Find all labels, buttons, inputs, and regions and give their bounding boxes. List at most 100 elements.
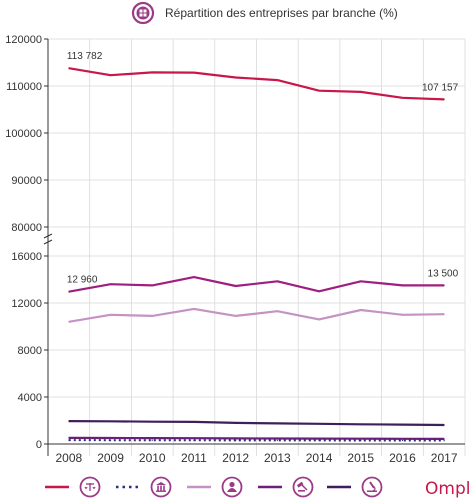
data-point <box>401 284 404 286</box>
data-point <box>151 71 153 73</box>
y-tick-label: 4000 <box>18 392 42 404</box>
brand-name: Ompl <box>425 479 470 498</box>
data-point <box>68 420 70 422</box>
legend-item <box>116 476 172 498</box>
data-point <box>318 423 320 425</box>
y-tick-label: 90000 <box>11 175 42 187</box>
legend-item <box>327 476 383 498</box>
data-point <box>193 72 195 74</box>
y-tick-label: 110000 <box>6 81 42 93</box>
building-icon <box>131 1 155 25</box>
legend-item <box>187 476 243 498</box>
data-point <box>68 321 70 323</box>
data-point <box>360 439 362 442</box>
data-point <box>276 439 278 441</box>
data-point <box>401 97 404 99</box>
y-tick-label: 80000 <box>11 222 42 234</box>
chart-title: Répartition des entreprises par branche … <box>165 6 398 20</box>
data-point <box>360 438 362 440</box>
data-point <box>68 67 70 69</box>
x-tick-label: 2013 <box>264 451 291 465</box>
data-point <box>151 421 153 423</box>
grid-layer <box>47 38 466 456</box>
x-tick-label: 2016 <box>389 451 416 465</box>
data-point <box>401 438 404 440</box>
data-point <box>360 423 362 425</box>
x-tick-label: 2012 <box>222 451 249 465</box>
data-point <box>443 438 445 440</box>
data-point <box>193 421 195 423</box>
data-point <box>151 437 153 439</box>
microscope-icon <box>361 476 383 498</box>
data-point <box>276 437 278 440</box>
y-tick-label: 16000 <box>11 251 42 263</box>
data-point <box>276 79 278 81</box>
series-line-bottom-1 <box>68 307 445 323</box>
series-line-bottom-3 <box>68 436 445 440</box>
data-point <box>443 284 445 286</box>
data-point <box>360 280 362 282</box>
data-point <box>443 313 445 315</box>
data-label-last: 13 500 <box>428 268 459 279</box>
doctor-icon <box>221 476 243 498</box>
chart-header: Répartition des entreprises par branche … <box>0 0 476 28</box>
x-tick-label: 2017 <box>431 451 458 465</box>
data-point <box>68 439 70 441</box>
y-tick-label: 8000 <box>18 345 42 357</box>
data-point <box>235 437 237 439</box>
series-line-top-0 <box>68 67 445 101</box>
title-icon-wrap <box>131 1 155 25</box>
data-point <box>109 283 112 285</box>
data-point <box>401 314 404 316</box>
x-tick-label: 2014 <box>306 451 333 465</box>
label-layer: 113 782 107 157 12 960 13 500 <box>67 51 459 285</box>
data-point <box>235 285 237 287</box>
data-point <box>193 439 195 441</box>
data-point <box>401 424 404 426</box>
data-point <box>109 437 112 439</box>
data-point <box>318 90 320 92</box>
data-point <box>276 280 278 282</box>
data-point <box>151 315 153 317</box>
data-point <box>235 76 237 79</box>
brand-logo: Ompl <box>425 479 470 498</box>
y-tick-label: 120000 <box>5 34 42 46</box>
axis-break <box>43 233 53 239</box>
data-point <box>443 439 445 442</box>
data-point <box>68 437 70 439</box>
data-point <box>151 284 153 286</box>
x-tick-label: 2009 <box>97 451 124 465</box>
data-point <box>318 439 320 441</box>
bank-icon <box>150 476 172 498</box>
series-line-bottom-2 <box>68 420 445 427</box>
y-tick-label: 0 <box>36 439 42 451</box>
data-point <box>401 439 404 442</box>
data-point <box>235 315 237 317</box>
data-point <box>318 290 320 292</box>
axis-break <box>43 239 53 245</box>
scales-icon <box>79 476 101 498</box>
data-point <box>360 91 362 93</box>
legend-item <box>258 476 314 498</box>
series-line-bottom-0 <box>68 276 445 293</box>
x-tick-label: 2008 <box>55 451 82 465</box>
data-point <box>443 424 445 426</box>
data-point <box>443 98 445 100</box>
data-point <box>360 309 362 311</box>
data-point <box>235 439 237 441</box>
data-point <box>151 439 153 441</box>
data-point <box>193 308 195 310</box>
series-layer <box>68 67 445 442</box>
data-label-first: 113 782 <box>67 51 103 62</box>
data-point <box>68 291 70 293</box>
axis-layer: 1200001100001000009000080000160001200080… <box>5 34 465 465</box>
x-tick-label: 2010 <box>139 451 166 465</box>
data-label-last: 107 157 <box>422 82 459 93</box>
gavel-icon <box>292 476 314 498</box>
data-point <box>109 439 112 441</box>
data-point <box>109 314 112 316</box>
data-point <box>318 318 320 321</box>
data-point <box>193 276 195 278</box>
